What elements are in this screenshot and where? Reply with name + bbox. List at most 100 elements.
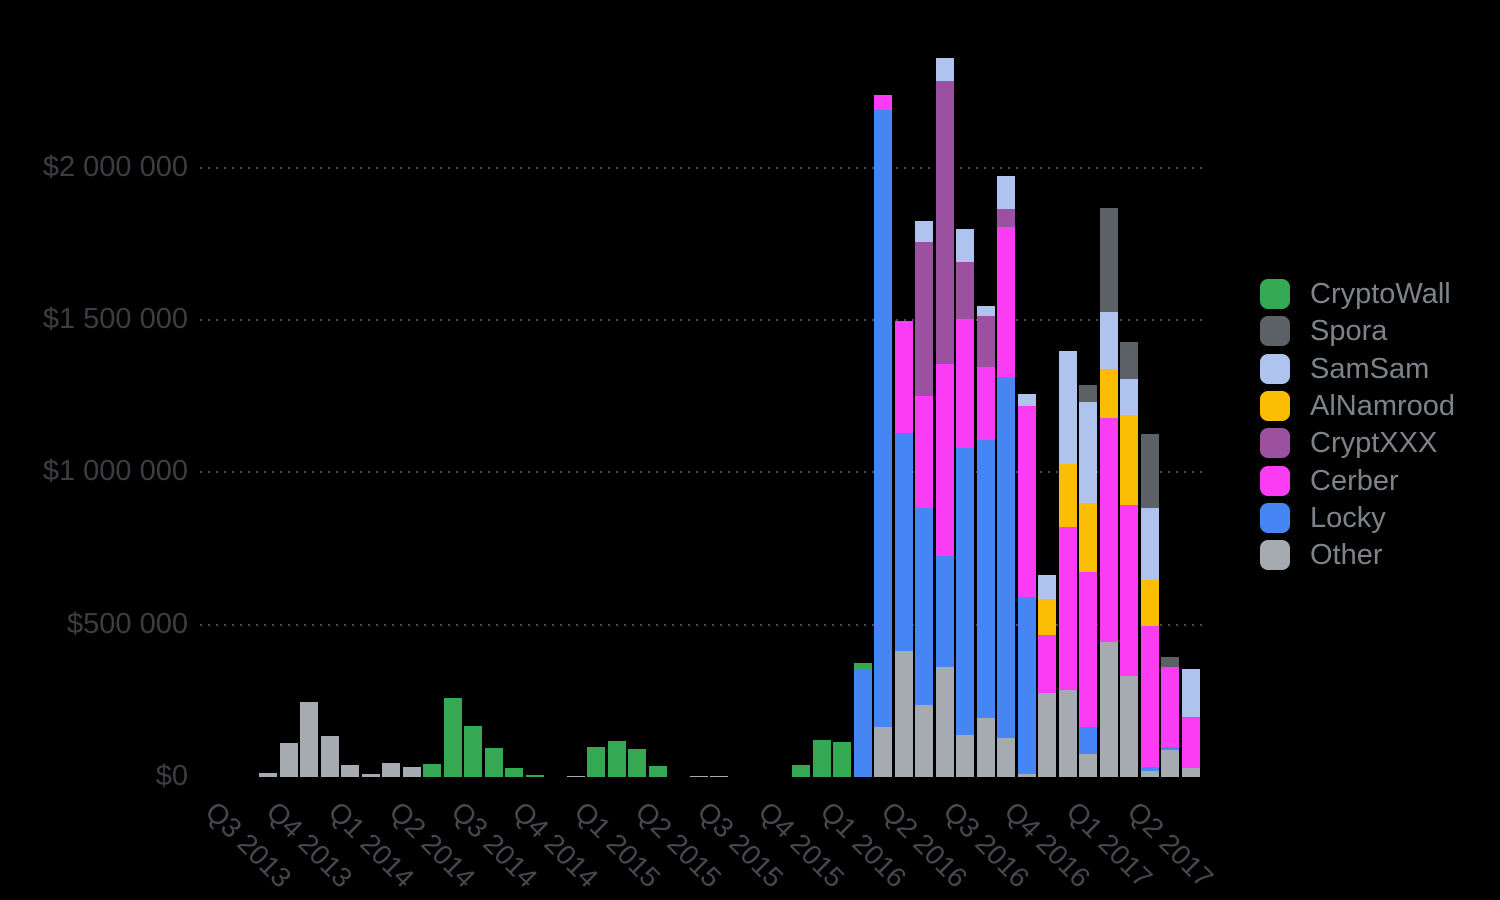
bar-segment-other[interactable]: [566, 775, 585, 777]
bar-segment-cryptowall[interactable]: [812, 739, 831, 777]
bar-segment-other[interactable]: [1038, 692, 1057, 777]
bar-segment-samsam[interactable]: [997, 176, 1016, 210]
bar-segment-cerber[interactable]: [1079, 572, 1098, 727]
bar-segment-locky[interactable]: [1017, 596, 1036, 774]
bar-segment-cerber[interactable]: [1181, 716, 1200, 768]
bar-segment-locky[interactable]: [1140, 766, 1159, 771]
bar-segment-samsam[interactable]: [1140, 508, 1159, 580]
bar-segment-other[interactable]: [1017, 773, 1036, 777]
bar-segment-samsam[interactable]: [1181, 669, 1200, 717]
bar-segment-cryptowall[interactable]: [607, 741, 626, 777]
bar-segment-other[interactable]: [402, 766, 421, 777]
bar-segment-spora[interactable]: [1099, 207, 1118, 312]
bar-segment-other[interactable]: [1120, 675, 1139, 777]
bar-segment-samsam[interactable]: [1079, 402, 1098, 504]
bar-segment-other[interactable]: [1181, 767, 1200, 777]
bar-segment-locky[interactable]: [915, 508, 934, 705]
bar-segment-cryptowall[interactable]: [587, 746, 606, 777]
bar-segment-spora[interactable]: [1079, 384, 1098, 403]
bar-segment-cryptxxx[interactable]: [956, 261, 975, 320]
bar-segment-other[interactable]: [976, 717, 995, 777]
bar-segment-other[interactable]: [956, 734, 975, 777]
bar-segment-locky[interactable]: [956, 448, 975, 735]
bar-segment-cerber[interactable]: [935, 363, 954, 557]
bar-segment-other[interactable]: [259, 773, 278, 777]
bar-segment-cerber[interactable]: [997, 227, 1016, 378]
bar-segment-other[interactable]: [341, 765, 360, 777]
bar-segment-locky[interactable]: [976, 440, 995, 718]
bar-segment-other[interactable]: [710, 775, 729, 777]
bar-segment-cerber[interactable]: [1058, 527, 1077, 691]
bar-segment-samsam[interactable]: [1058, 351, 1077, 465]
bar-segment-cerber[interactable]: [1017, 406, 1036, 597]
bar-segment-other[interactable]: [1099, 641, 1118, 777]
bar-segment-cryptowall[interactable]: [484, 748, 503, 777]
bar-segment-alnamrood[interactable]: [1140, 579, 1159, 626]
bar-segment-cerber[interactable]: [915, 396, 934, 509]
bar-segment-cerber[interactable]: [976, 367, 995, 441]
bar-segment-spora[interactable]: [1120, 342, 1139, 380]
legend-label: Spora: [1310, 315, 1388, 348]
bar-segment-cryptowall[interactable]: [833, 741, 852, 777]
bar-segment-other[interactable]: [1079, 753, 1098, 777]
bar-segment-other[interactable]: [874, 726, 893, 777]
bar-segment-other[interactable]: [279, 742, 298, 777]
bar-segment-cryptowall[interactable]: [525, 774, 544, 777]
bar-segment-other[interactable]: [689, 775, 708, 777]
bar-segment-other[interactable]: [915, 704, 934, 777]
bar-segment-other[interactable]: [1058, 690, 1077, 777]
bar-segment-alnamrood[interactable]: [1120, 414, 1139, 505]
bar-segment-cryptowall[interactable]: [792, 764, 811, 777]
bar-segment-cryptxxx[interactable]: [915, 241, 934, 397]
bar-segment-locky[interactable]: [1161, 746, 1180, 750]
bar-segment-samsam[interactable]: [956, 228, 975, 262]
bar-segment-cerber[interactable]: [1120, 504, 1139, 676]
bar-segment-cryptxxx[interactable]: [976, 316, 995, 368]
bar-segment-alnamrood[interactable]: [1099, 369, 1118, 419]
bar-segment-alnamrood[interactable]: [1038, 598, 1057, 635]
bar-segment-cryptowall[interactable]: [423, 763, 442, 777]
bar-segment-cryptowall[interactable]: [628, 748, 647, 777]
bar-segment-other[interactable]: [1140, 770, 1159, 777]
bar-segment-cerber[interactable]: [956, 319, 975, 449]
bar-segment-cerber[interactable]: [874, 94, 893, 110]
bar-segment-other[interactable]: [935, 666, 954, 777]
bar-segment-samsam[interactable]: [1017, 394, 1036, 407]
bar-segment-spora[interactable]: [1140, 434, 1159, 509]
bar-segment-cryptowall[interactable]: [464, 725, 483, 777]
bar-segment-cryptowall[interactable]: [648, 766, 667, 777]
bar-segment-locky[interactable]: [935, 556, 954, 667]
bar-segment-cerber[interactable]: [1140, 625, 1159, 767]
bar-segment-samsam[interactable]: [1038, 574, 1057, 599]
bar-segment-other[interactable]: [1161, 749, 1180, 777]
bar-segment-spora[interactable]: [1161, 656, 1180, 667]
bar-segment-other[interactable]: [997, 738, 1016, 777]
bar-segment-locky[interactable]: [997, 377, 1016, 738]
bar-segment-cerber[interactable]: [1038, 634, 1057, 693]
bar-segment-samsam[interactable]: [1120, 379, 1139, 415]
bar-segment-other[interactable]: [894, 650, 913, 777]
bar-segment-cerber[interactable]: [1099, 418, 1118, 642]
bar-segment-cryptowall[interactable]: [443, 697, 462, 777]
bar-segment-cerber[interactable]: [894, 321, 913, 434]
bar-segment-samsam[interactable]: [915, 220, 934, 242]
bar-segment-cryptxxx[interactable]: [997, 209, 1016, 228]
bar-segment-locky[interactable]: [894, 433, 913, 651]
bar-segment-locky[interactable]: [1079, 726, 1098, 754]
bar-segment-cryptowall[interactable]: [853, 662, 872, 670]
bar-segment-locky[interactable]: [853, 669, 872, 777]
bar-segment-other[interactable]: [361, 773, 380, 777]
bar-segment-cryptxxx[interactable]: [935, 81, 954, 364]
bar-segment-alnamrood[interactable]: [1079, 503, 1098, 573]
bar-segment-other[interactable]: [300, 701, 319, 777]
bar-segment-locky[interactable]: [874, 109, 893, 727]
legend-swatch-icon: [1260, 390, 1290, 421]
bar-segment-alnamrood[interactable]: [1058, 464, 1077, 528]
bar-segment-other[interactable]: [320, 735, 339, 777]
bar-segment-samsam[interactable]: [935, 58, 954, 82]
bar-segment-cerber[interactable]: [1161, 666, 1180, 747]
bar-segment-samsam[interactable]: [976, 306, 995, 317]
bar-segment-samsam[interactable]: [1099, 311, 1118, 370]
bar-segment-other[interactable]: [382, 762, 401, 777]
bar-segment-cryptowall[interactable]: [505, 767, 524, 777]
